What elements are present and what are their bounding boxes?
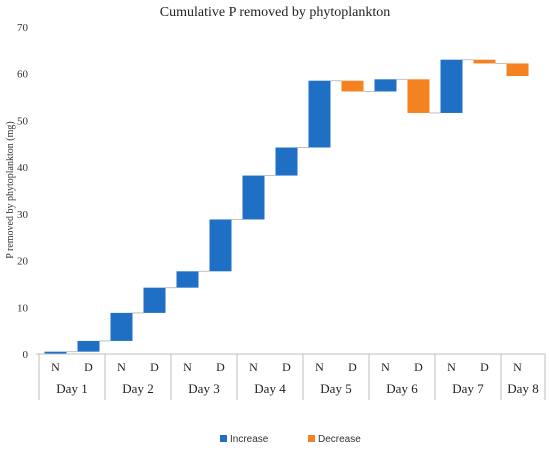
x-axis: N D N D N D N D N D N D N D N Day 1 Day 2 Day 3 Day 4 Day 5… bbox=[36, 353, 546, 400]
decrease-bar bbox=[506, 63, 529, 77]
increase-bar bbox=[143, 287, 166, 313]
x-group-label: Day 8 bbox=[507, 381, 538, 396]
x-category-label: D bbox=[84, 360, 93, 374]
y-tick-label: 40 bbox=[17, 162, 29, 174]
x-category-label: N bbox=[447, 360, 456, 374]
x-category-label: N bbox=[183, 360, 192, 374]
bars bbox=[44, 59, 529, 354]
x-category-label: N bbox=[249, 360, 258, 374]
x-group-label: Day 4 bbox=[254, 381, 286, 396]
y-axis-label: P removed by phytoplankton (mg) bbox=[5, 121, 16, 258]
decrease-bar bbox=[341, 80, 364, 92]
x-group-label: Day 3 bbox=[188, 381, 219, 396]
decrease-legend-label: Decrease bbox=[318, 434, 361, 445]
x-category-label: N bbox=[117, 360, 126, 374]
y-axis: 0 10 20 30 40 50 60 70 bbox=[17, 22, 29, 361]
x-group-label: Day 7 bbox=[452, 381, 484, 396]
increase-bar bbox=[440, 59, 463, 113]
increase-bar bbox=[77, 340, 100, 352]
y-tick-label: 30 bbox=[17, 209, 29, 221]
x-category-label: D bbox=[480, 360, 489, 374]
y-tick-label: 70 bbox=[17, 22, 29, 34]
increase-bar bbox=[209, 219, 232, 272]
increase-bar bbox=[242, 175, 265, 220]
y-tick-label: 50 bbox=[17, 115, 29, 127]
y-tick-label: 60 bbox=[17, 69, 29, 81]
increase-bar bbox=[275, 147, 298, 176]
decrease-legend-swatch bbox=[308, 435, 315, 442]
connector-lines bbox=[66, 59, 507, 353]
x-category-label: D bbox=[282, 360, 291, 374]
decrease-bar bbox=[407, 79, 430, 113]
y-tick-label: 20 bbox=[17, 256, 29, 268]
increase-bar bbox=[44, 351, 67, 354]
x-category-label: N bbox=[513, 360, 522, 374]
x-group-label: Day 1 bbox=[56, 381, 87, 396]
y-tick-label: 10 bbox=[17, 302, 29, 314]
x-category-label: N bbox=[381, 360, 390, 374]
increase-bar bbox=[308, 80, 331, 148]
x-category-label: D bbox=[150, 360, 159, 374]
x-group-label: Day 5 bbox=[320, 381, 351, 396]
x-group-label: Day 6 bbox=[386, 381, 418, 396]
x-group-label: Day 2 bbox=[122, 381, 153, 396]
x-category-label: N bbox=[315, 360, 324, 374]
increase-bar bbox=[374, 79, 397, 92]
decrease-bar bbox=[473, 59, 496, 64]
increase-legend-label: Increase bbox=[230, 434, 269, 445]
y-tick-label: 0 bbox=[23, 349, 29, 361]
increase-bar bbox=[176, 271, 199, 288]
x-category-label: D bbox=[414, 360, 423, 374]
increase-bar bbox=[110, 312, 133, 341]
legend: Increase Decrease bbox=[220, 434, 361, 445]
x-category-label: D bbox=[216, 360, 225, 374]
chart-title: Cumulative P removed by phytoplankton bbox=[160, 5, 390, 20]
increase-legend-swatch bbox=[220, 435, 227, 442]
x-category-label: D bbox=[348, 360, 357, 374]
x-category-label: N bbox=[51, 360, 60, 374]
